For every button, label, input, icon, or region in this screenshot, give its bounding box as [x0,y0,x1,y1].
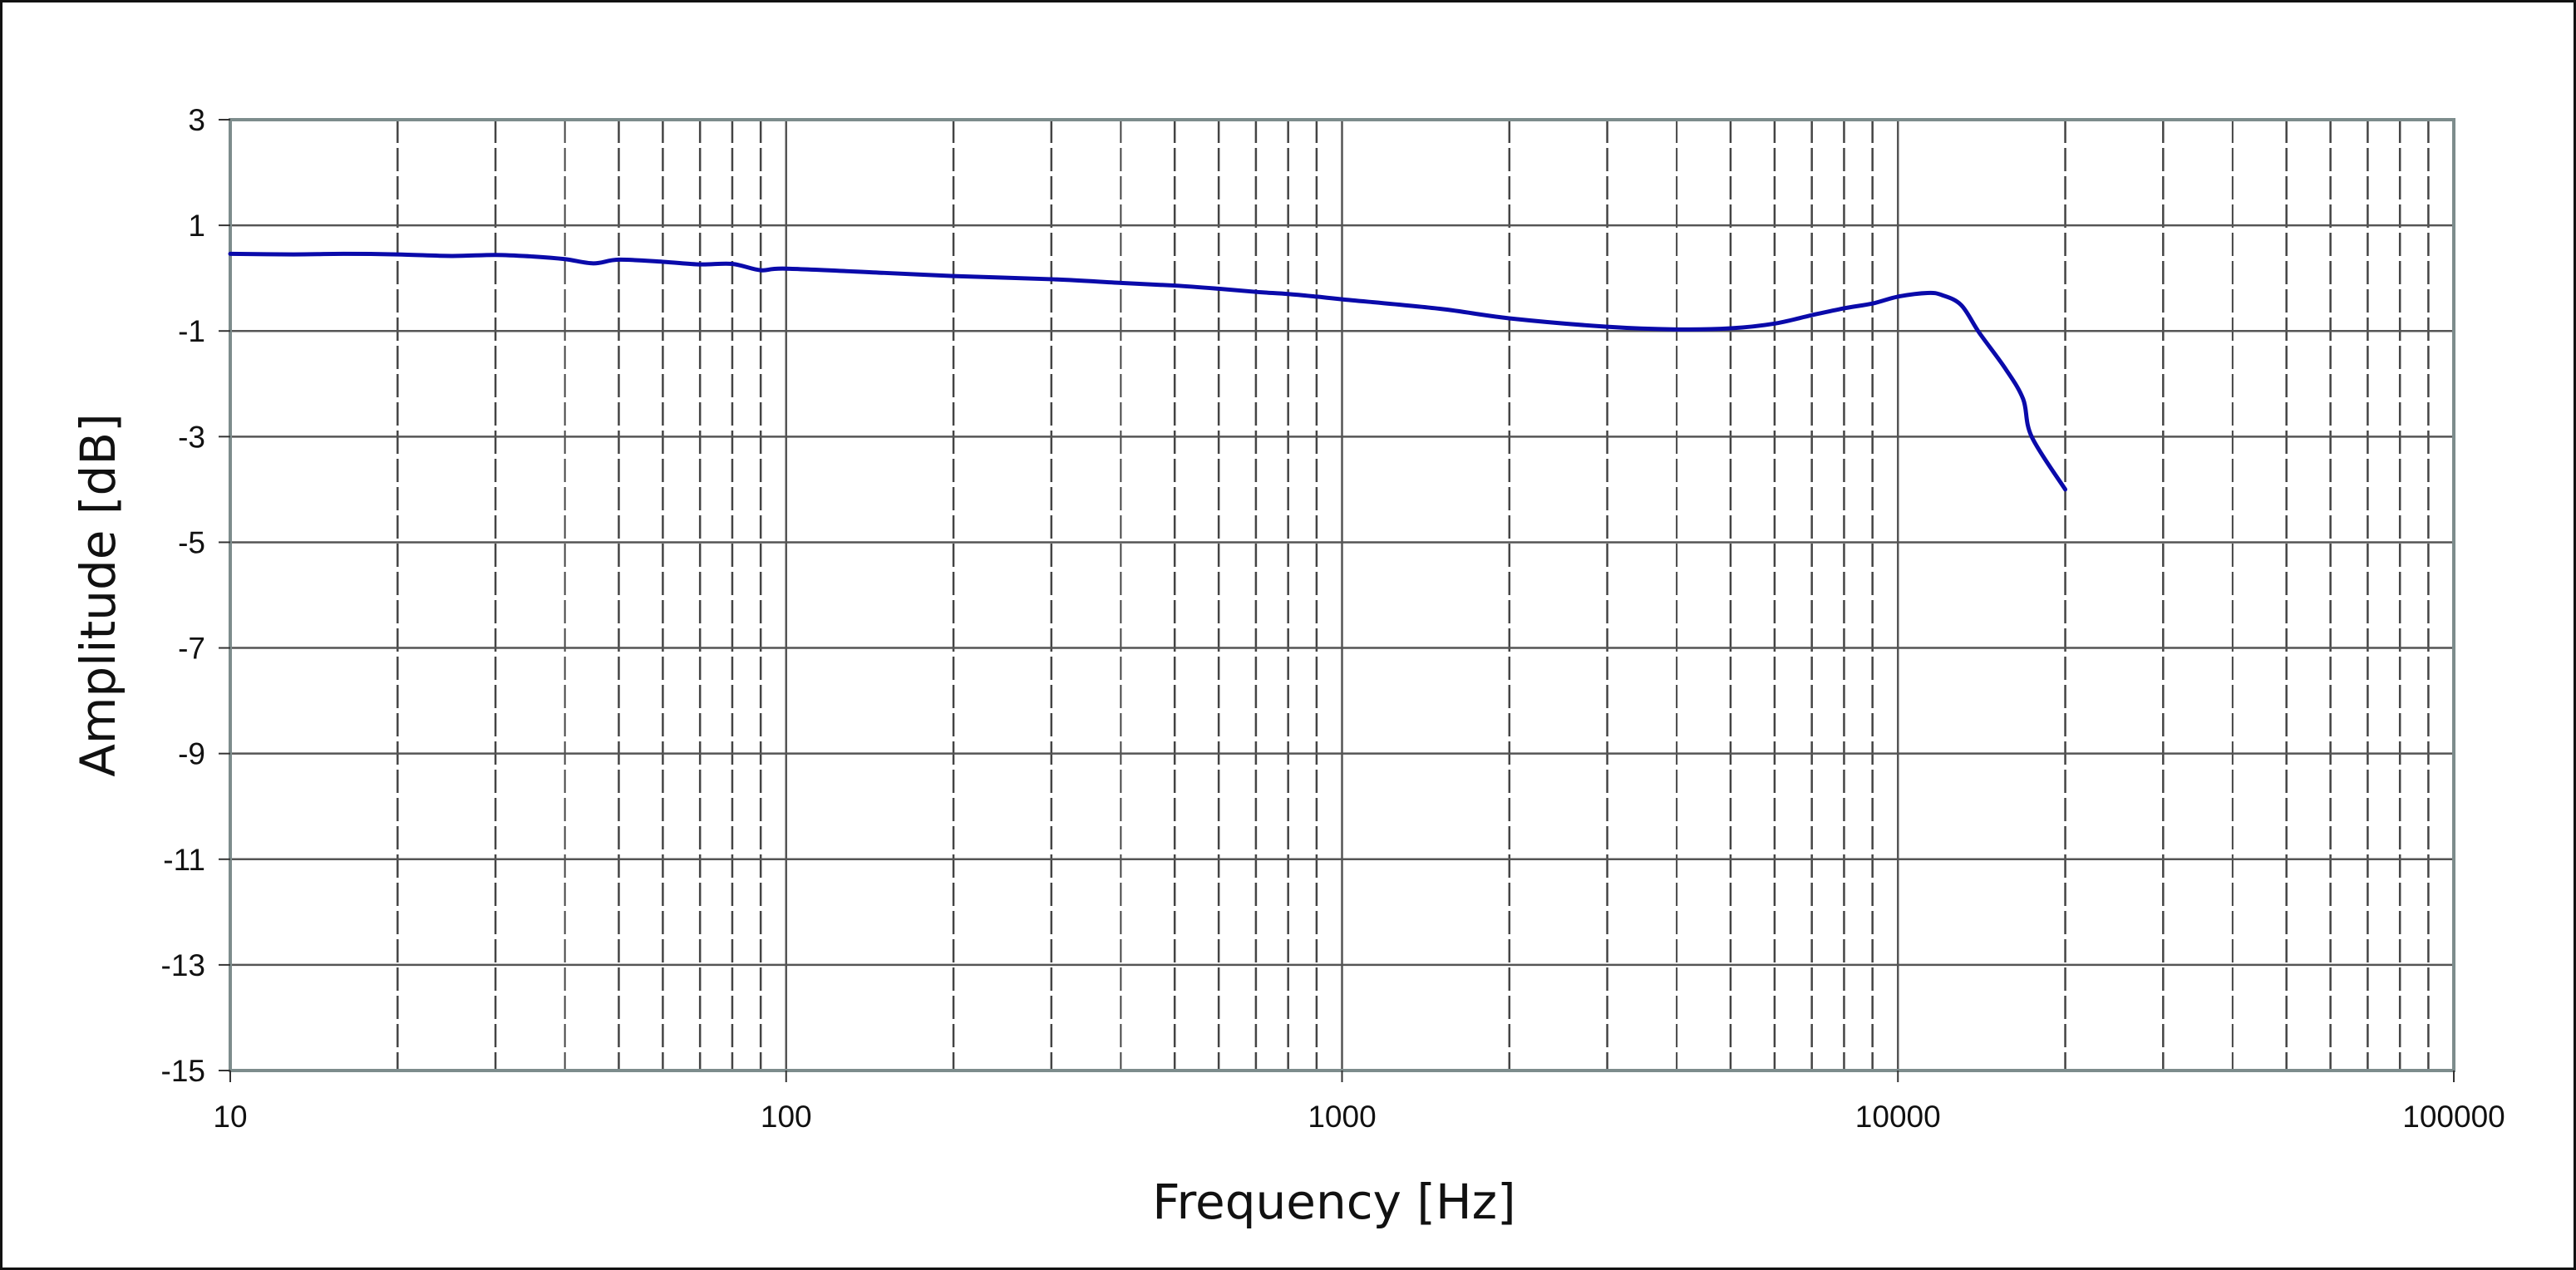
x-tick-label: 10000 [1855,1100,1941,1134]
y-tick-label: -5 [178,525,205,559]
major-gridlines [230,120,2454,1071]
y-tick-label: -11 [163,843,205,877]
y-tick-label: -15 [161,1054,205,1088]
y-tick-label: -13 [161,948,205,982]
x-tick-label: 1000 [1308,1100,1376,1134]
y-axis-tick-labels: 3 1 -1 -3 -5 -7 -9 -11 -13 -15 [161,103,205,1088]
amplitude-curve [228,251,2068,492]
x-tick-label: 100000 [2402,1100,2505,1134]
x-axis-tick-labels: 10 100 1000 10000 100000 [213,1100,2505,1134]
y-axis-title: Amplitude [dB] [70,413,126,777]
x-tick-label: 100 [761,1100,812,1134]
axis-ticks [219,119,2455,1082]
y-tick-label: -1 [178,314,205,348]
minor-gridlines [396,120,2430,1071]
y-tick-label: 3 [188,103,205,137]
y-tick-label: 1 [188,209,205,243]
x-axis-title: Frequency [Hz] [1152,1174,1515,1230]
y-tick-label: -7 [178,632,205,666]
y-tick-label: -9 [178,737,205,771]
x-tick-label: 10 [213,1100,247,1134]
y-tick-label: -3 [178,420,205,454]
